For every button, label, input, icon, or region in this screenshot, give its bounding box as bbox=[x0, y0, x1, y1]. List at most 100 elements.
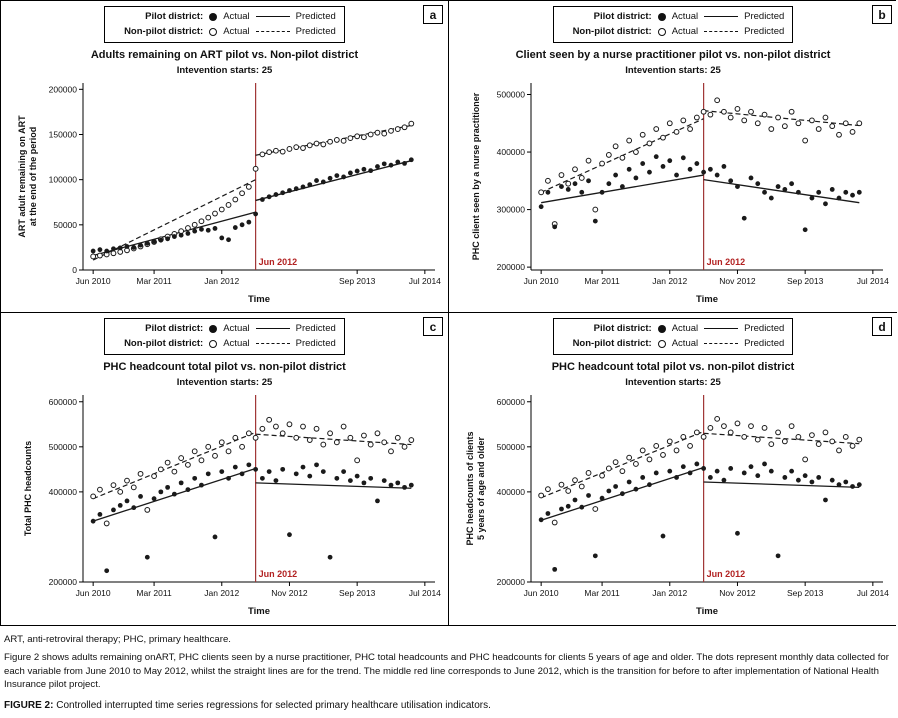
legend: Pilot district: Actual Predicted Non-pil… bbox=[552, 6, 794, 43]
solid-line-icon bbox=[255, 328, 290, 329]
legend-pilot-label: Pilot district: bbox=[593, 323, 652, 334]
svg-text:500000: 500000 bbox=[497, 442, 526, 452]
svg-text:Mar 2011: Mar 2011 bbox=[136, 588, 172, 598]
abbreviation-note: ART, anti-retroviral therapy; PHC, prima… bbox=[4, 634, 231, 645]
svg-text:400000: 400000 bbox=[497, 147, 526, 157]
svg-text:Jun 2012: Jun 2012 bbox=[707, 569, 746, 579]
figure-description: Figure 2 shows adults remaining onART, P… bbox=[4, 652, 889, 691]
panel-letter: c bbox=[423, 317, 443, 336]
svg-text:Nov 2012: Nov 2012 bbox=[719, 276, 756, 286]
svg-text:50000: 50000 bbox=[53, 220, 77, 230]
solid-line-icon bbox=[704, 328, 739, 329]
legend-predicted-label: Predicted bbox=[295, 11, 336, 22]
svg-text:Mar 2011: Mar 2011 bbox=[584, 276, 620, 286]
svg-text:200000: 200000 bbox=[48, 577, 77, 587]
svg-text:Nov 2012: Nov 2012 bbox=[719, 588, 756, 598]
legend-predicted-label: Predicted bbox=[744, 338, 785, 349]
svg-text:200000: 200000 bbox=[497, 262, 526, 272]
dashed-line-icon bbox=[704, 31, 739, 32]
legend-row-nonpilot: Non-pilot district: Actual Predicted bbox=[562, 336, 785, 351]
legend-predicted-label: Predicted bbox=[744, 26, 785, 37]
legend-nonpilot-label: Non-pilot district: bbox=[124, 26, 204, 37]
svg-text:Mar 2011: Mar 2011 bbox=[136, 276, 172, 286]
filled-dot-icon bbox=[209, 324, 218, 333]
panel-letter: b bbox=[872, 5, 892, 24]
solid-line-icon bbox=[255, 16, 290, 17]
svg-text:Nov 2012: Nov 2012 bbox=[271, 588, 308, 598]
svg-text:Jun 2010: Jun 2010 bbox=[524, 276, 559, 286]
legend-row-nonpilot: Non-pilot district: Actual Predicted bbox=[113, 336, 336, 351]
svg-text:Jul 2014: Jul 2014 bbox=[857, 276, 889, 286]
svg-text:Jul 2014: Jul 2014 bbox=[408, 276, 440, 286]
svg-text:Jun 2010: Jun 2010 bbox=[75, 588, 110, 598]
svg-text:0: 0 bbox=[72, 265, 77, 275]
legend-actual-label: Actual bbox=[671, 323, 699, 334]
svg-text:200000: 200000 bbox=[48, 84, 77, 94]
svg-text:Time: Time bbox=[247, 606, 269, 617]
legend-predicted-label: Predicted bbox=[744, 323, 785, 334]
svg-text:Jun 2012: Jun 2012 bbox=[258, 257, 297, 267]
legend-predicted-label: Predicted bbox=[295, 338, 336, 349]
svg-text:PHC client seen by a nurse pra: PHC client seen by a nurse practitioner bbox=[471, 92, 481, 260]
legend-actual-label: Actual bbox=[223, 323, 250, 334]
chart-plot: 200000 300000 400000 500000 Jun 2010 Mar 2011… bbox=[471, 83, 889, 305]
figure-footer: ART, anti-retroviral therapy; PHC, prima… bbox=[0, 626, 898, 717]
chart-panel-c: c Pilot district: Actual Predicted Non-p… bbox=[1, 313, 449, 625]
panel-title: PHC headcount total pilot vs. non-pilot … bbox=[103, 361, 346, 373]
svg-text:5 years of age and older: 5 years of age and older bbox=[476, 436, 486, 540]
figure-caption-text: Controlled interrupted time series regre… bbox=[56, 699, 491, 711]
svg-text:Jun 2010: Jun 2010 bbox=[524, 588, 559, 598]
legend-actual-label: Actual bbox=[671, 338, 699, 349]
svg-text:Jun 2012: Jun 2012 bbox=[258, 569, 297, 579]
legend-pilot-label: Pilot district: bbox=[593, 11, 652, 22]
legend-actual-label: Actual bbox=[671, 11, 699, 22]
svg-text:Jan 2012: Jan 2012 bbox=[652, 588, 687, 598]
panel-title: Adults remaining on ART pilot vs. Non-pi… bbox=[90, 49, 359, 61]
svg-text:Sep 2013: Sep 2013 bbox=[338, 276, 375, 286]
legend-row-nonpilot: Non-pilot district: Actual Predicted bbox=[113, 24, 336, 39]
filled-dot-icon bbox=[657, 12, 666, 21]
dashed-line-icon bbox=[255, 343, 290, 344]
filled-dot-icon bbox=[657, 324, 666, 333]
svg-text:PHC headcounts of clients: PHC headcounts of clients bbox=[465, 431, 475, 545]
legend-nonpilot-label: Non-pilot district: bbox=[572, 338, 652, 349]
legend-actual-label: Actual bbox=[223, 26, 250, 37]
svg-text:200000: 200000 bbox=[497, 577, 526, 587]
svg-text:Jul 2014: Jul 2014 bbox=[408, 588, 440, 598]
chart-plot: 0 50000 100000 150000 200000 Jun 2010 Mar 2011… bbox=[17, 83, 441, 305]
svg-text:600000: 600000 bbox=[497, 397, 526, 407]
panel-title: PHC headcount total pilot vs. non-pilot … bbox=[551, 361, 795, 373]
open-dot-icon bbox=[209, 339, 218, 348]
svg-text:400000: 400000 bbox=[497, 487, 526, 497]
filled-dot-icon bbox=[209, 12, 218, 21]
chart-plot: 200000 400000 500000 600000 Jun 2010 Mar 2011… bbox=[23, 395, 441, 617]
panel-letter: a bbox=[423, 5, 443, 24]
legend-row-pilot: Pilot district: Actual Predicted bbox=[562, 9, 785, 24]
legend-pilot-label: Pilot district: bbox=[145, 11, 204, 22]
svg-text:Sep 2013: Sep 2013 bbox=[787, 276, 824, 286]
open-dot-icon bbox=[209, 27, 218, 36]
svg-text:Jun 2012: Jun 2012 bbox=[707, 257, 746, 267]
figure-caption: FIGURE 2: Controlled interrupted time se… bbox=[4, 699, 890, 713]
legend-predicted-label: Predicted bbox=[295, 323, 336, 334]
svg-text:Time: Time bbox=[696, 606, 718, 617]
legend-row-pilot: Pilot district: Actual Predicted bbox=[562, 321, 785, 336]
panel-subtitle: Intevention starts: 25 bbox=[176, 65, 273, 76]
svg-text:Total PHC headcounts: Total PHC headcounts bbox=[23, 441, 33, 536]
panel-letter: d bbox=[872, 317, 892, 336]
svg-text:Sep 2013: Sep 2013 bbox=[338, 588, 375, 598]
legend-actual-label: Actual bbox=[223, 338, 250, 349]
chart-panel-a: a Pilot district: Actual Predicted Non-p… bbox=[1, 1, 449, 313]
figure-caption-label: FIGURE 2: bbox=[4, 699, 54, 711]
legend-nonpilot-label: Non-pilot district: bbox=[124, 338, 204, 349]
svg-text:500000: 500000 bbox=[497, 90, 526, 100]
chart-panel-d: d Pilot district: Actual Predicted Non-p… bbox=[449, 313, 897, 625]
svg-text:400000: 400000 bbox=[48, 487, 77, 497]
svg-text:150000: 150000 bbox=[48, 129, 77, 139]
svg-text:500000: 500000 bbox=[48, 442, 77, 452]
legend-predicted-label: Predicted bbox=[744, 11, 785, 22]
legend-row-pilot: Pilot district: Actual Predicted bbox=[113, 321, 336, 336]
legend-actual-label: Actual bbox=[671, 26, 699, 37]
open-dot-icon bbox=[657, 27, 666, 36]
legend-pilot-label: Pilot district: bbox=[145, 323, 204, 334]
